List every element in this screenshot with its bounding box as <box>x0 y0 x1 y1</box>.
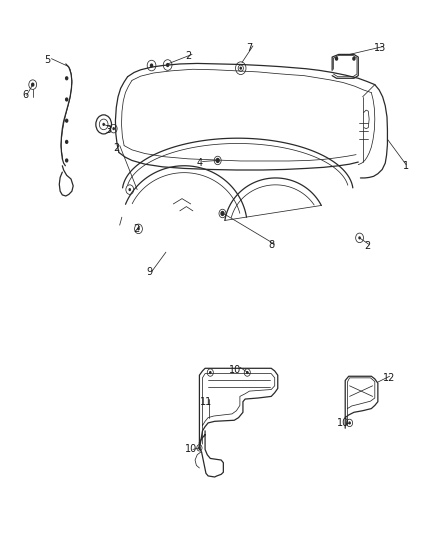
Circle shape <box>65 140 68 144</box>
Circle shape <box>220 211 225 216</box>
Circle shape <box>209 371 212 374</box>
Text: 4: 4 <box>196 158 202 168</box>
Text: 2: 2 <box>133 224 139 235</box>
Circle shape <box>150 63 153 68</box>
Circle shape <box>240 67 242 70</box>
Circle shape <box>65 118 68 123</box>
Circle shape <box>65 76 68 80</box>
Text: 1: 1 <box>403 161 409 171</box>
Text: 10: 10 <box>184 445 197 455</box>
Circle shape <box>352 56 356 61</box>
Text: 12: 12 <box>382 373 395 383</box>
Text: 5: 5 <box>44 55 50 64</box>
Circle shape <box>348 421 351 424</box>
Text: 7: 7 <box>246 43 253 53</box>
Circle shape <box>31 83 35 87</box>
Circle shape <box>198 446 201 449</box>
Text: 3: 3 <box>105 125 111 135</box>
Circle shape <box>137 227 140 230</box>
Text: 10: 10 <box>230 365 242 375</box>
Circle shape <box>215 158 220 163</box>
Circle shape <box>166 63 170 67</box>
Text: 9: 9 <box>146 267 152 277</box>
Text: 11: 11 <box>200 397 212 407</box>
Circle shape <box>102 123 105 126</box>
Circle shape <box>65 98 68 102</box>
Text: 10: 10 <box>337 418 349 428</box>
Circle shape <box>335 56 338 61</box>
Text: 13: 13 <box>374 43 386 53</box>
Circle shape <box>246 371 249 374</box>
Text: 2: 2 <box>185 51 192 61</box>
Circle shape <box>128 188 131 191</box>
Text: 8: 8 <box>268 240 274 251</box>
Text: 6: 6 <box>22 90 28 100</box>
Circle shape <box>113 127 115 130</box>
Circle shape <box>358 236 361 239</box>
Text: 2: 2 <box>364 241 370 252</box>
Circle shape <box>65 158 68 163</box>
Text: 2: 2 <box>113 143 120 154</box>
